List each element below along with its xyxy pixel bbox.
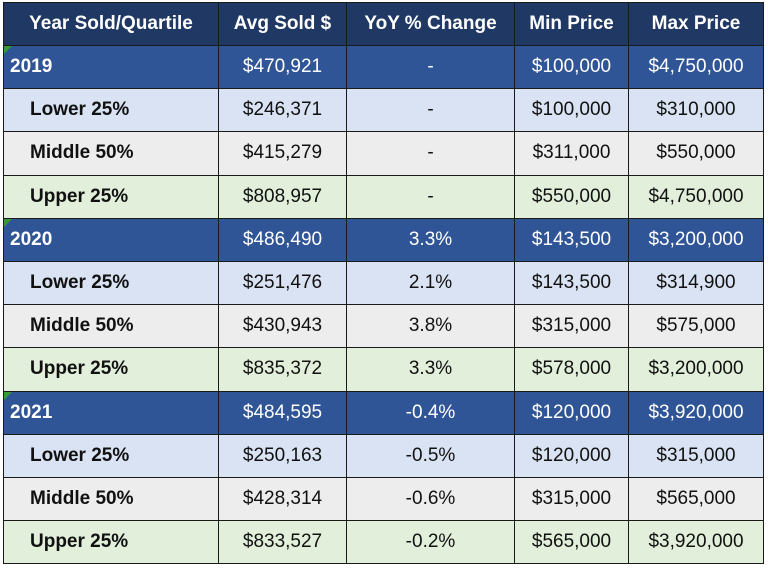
table-row: Middle 50% $428,314 -0.6% $315,000 $565,000 [3, 476, 764, 522]
cell: $415,279 [218, 131, 347, 176]
table-row: Upper 25% $808,957- $550,000 $4,750,000 [3, 174, 764, 219]
cell: -0.5% [346, 433, 515, 478]
cell: $808,957 [218, 174, 347, 219]
cell: $143,500 [514, 217, 629, 262]
cell: - [346, 88, 515, 133]
cell: 3.3% [346, 217, 515, 262]
price-table: Year Sold/Quartile Avg Sold $ YoY % Change… [3, 2, 764, 565]
cell: $315,000 [514, 476, 629, 522]
cell: $470,921 [218, 44, 347, 90]
cell: $430,943 [218, 304, 347, 349]
row-label: Upper 25% [3, 347, 219, 392]
table-row: Lower 25% $246,371- $100,000 $310,000 [3, 88, 764, 133]
row-label: Upper 25% [3, 520, 219, 565]
cell: $311,000 [514, 131, 629, 176]
cell: $578,000 [514, 347, 629, 392]
cell: $3,200,000 [628, 217, 764, 262]
row-label: 2020 [3, 217, 219, 262]
header-row: Year Sold/Quartile Avg Sold $ YoY % Change… [3, 2, 764, 46]
cell: -0.4% [346, 390, 515, 435]
cell: $3,920,000 [628, 520, 764, 565]
cell: $565,000 [514, 520, 629, 565]
cell: $484,595 [218, 390, 347, 435]
cell: $486,490 [218, 217, 347, 262]
cell: $250,163 [218, 433, 347, 478]
cell-marker [4, 46, 12, 54]
cell-marker [4, 218, 12, 227]
row-label: 2021 [3, 390, 219, 435]
header-cell: Avg Sold $ [218, 2, 347, 46]
cell: $310,000 [628, 88, 764, 133]
header-cell: Max Price [628, 2, 764, 46]
cell: 3.8% [346, 304, 515, 349]
table-row: 2020 $486,490 3.3% $143,500 $3,200,000 [3, 217, 764, 262]
table-row: Lower 25% $250,163 -0.5% $120,000 $315,000 [3, 433, 764, 478]
cell: $4,750,000 [628, 44, 764, 90]
table-row: Middle 50% $430,943 3.8% $315,000 $575,000 [3, 304, 764, 349]
table-row: Lower 25% $251,476 2.1% $143,500 $314,900 [3, 260, 764, 306]
cell: $120,000 [514, 390, 629, 435]
cell: - [346, 44, 515, 90]
cell: $100,000 [514, 44, 629, 90]
row-label: Middle 50% [3, 131, 219, 176]
cell: $143,500 [514, 260, 629, 306]
row-label: Middle 50% [3, 476, 219, 522]
cell-marker [4, 391, 12, 400]
row-label: Lower 25% [3, 433, 219, 478]
cell: $314,900 [628, 260, 764, 306]
cell: $575,000 [628, 304, 764, 349]
cell: $428,314 [218, 476, 347, 522]
row-label: Lower 25% [3, 260, 219, 306]
table-row: 2019 $470,921- $100,000 $4,750,000 [3, 44, 764, 90]
cell: $246,371 [218, 88, 347, 133]
cell: 3.3% [346, 347, 515, 392]
cell: $550,000 [628, 131, 764, 176]
table-row: Upper 25% $835,372 3.3% $578,000 $3,200,000 [3, 347, 764, 392]
header-cell: YoY % Change [346, 2, 515, 46]
header-cell: Min Price [514, 2, 629, 46]
table-row: Upper 25% $833,527 -0.2% $565,000 $3,920,000 [3, 520, 764, 565]
cell: - [346, 131, 515, 176]
header-cell: Year Sold/Quartile [3, 2, 219, 46]
cell: $315,000 [628, 433, 764, 478]
cell: $100,000 [514, 88, 629, 133]
row-label: Middle 50% [3, 304, 219, 349]
table-body: 2019 $470,921- $100,000 $4,750,000 Lower 25%… [3, 44, 764, 565]
cell: $565,000 [628, 476, 764, 522]
cell: $315,000 [514, 304, 629, 349]
cell: $833,527 [218, 520, 347, 565]
cell: $120,000 [514, 433, 629, 478]
cell: $3,920,000 [628, 390, 764, 435]
cell: 2.1% [346, 260, 515, 306]
cell: - [346, 174, 515, 219]
cell: $251,476 [218, 260, 347, 306]
cell: $3,200,000 [628, 347, 764, 392]
row-label: 2019 [3, 44, 219, 90]
row-label: Upper 25% [3, 174, 219, 219]
row-label: Lower 25% [3, 88, 219, 133]
cell: $550,000 [514, 174, 629, 219]
cell: -0.2% [346, 520, 515, 565]
cell: -0.6% [346, 476, 515, 522]
cell: $835,372 [218, 347, 347, 392]
table-row: Middle 50% $415,279- $311,000 $550,000 [3, 131, 764, 176]
table-row: 2021 $484,595 -0.4% $120,000 $3,920,000 [3, 390, 764, 435]
cell: $4,750,000 [628, 174, 764, 219]
